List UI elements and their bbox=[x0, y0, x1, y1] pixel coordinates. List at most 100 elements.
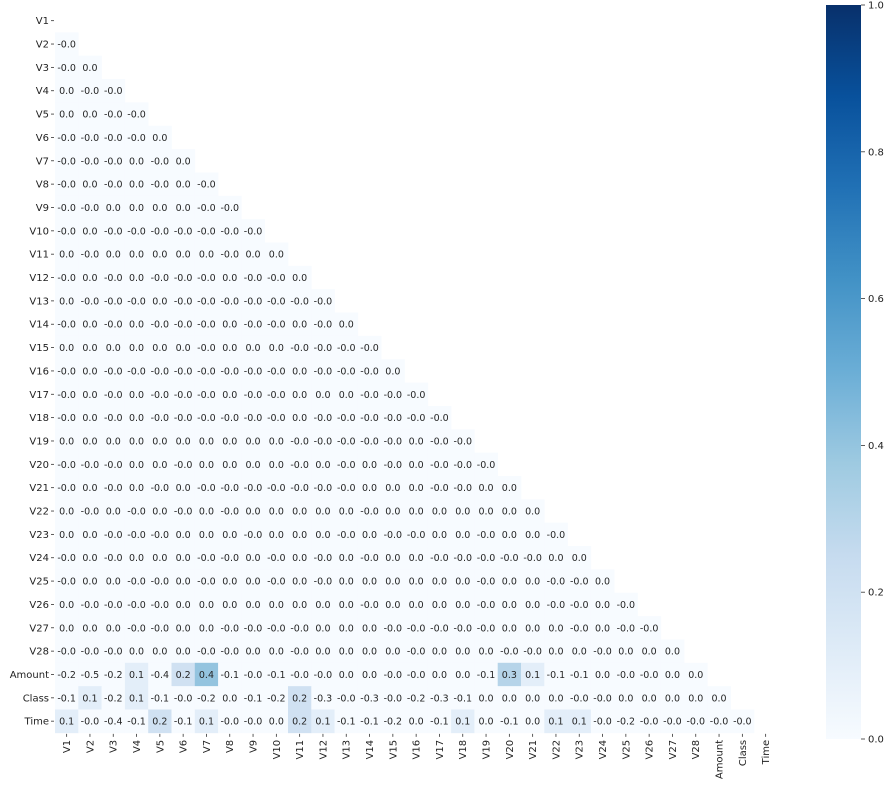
heatmap-cell bbox=[194, 382, 219, 407]
cell-value-label: -0.0 bbox=[104, 273, 123, 284]
heatmap-cell bbox=[78, 359, 102, 383]
cell-value-label: 0.0 bbox=[222, 460, 237, 471]
cell-value-label: -0.1 bbox=[453, 693, 472, 704]
cell-value-label: -0.0 bbox=[197, 273, 216, 284]
cell-value-label: 0.1 bbox=[129, 693, 144, 704]
cell-value-label: -0.0 bbox=[453, 436, 472, 447]
cell-value-label: 0.0 bbox=[432, 670, 447, 681]
heatmap-cell bbox=[55, 55, 79, 80]
heatmap-cell bbox=[474, 476, 498, 500]
heatmap-cell bbox=[660, 709, 685, 734]
heatmap-cell bbox=[334, 569, 359, 594]
heatmap-cell bbox=[101, 125, 126, 150]
heatmap-cell bbox=[55, 242, 79, 267]
heatmap-cell bbox=[194, 289, 219, 313]
cell-value-label: -0.0 bbox=[314, 577, 333, 588]
cell-value-label: -0.0 bbox=[197, 577, 216, 588]
cell-value-label: 0.0 bbox=[129, 413, 144, 424]
heatmap-cell bbox=[148, 219, 172, 243]
heatmap-cell bbox=[218, 335, 242, 360]
cell-value-label: -0.0 bbox=[81, 717, 100, 728]
cell-value-label: -0.0 bbox=[267, 366, 286, 377]
heatmap-cell bbox=[124, 102, 149, 127]
heatmap-cell bbox=[218, 522, 242, 547]
cell-value-label: 0.0 bbox=[82, 180, 97, 191]
heatmap-cell bbox=[218, 476, 242, 500]
heatmap-cell bbox=[427, 476, 452, 500]
cell-value-label: 0.0 bbox=[129, 343, 144, 354]
cell-value-label: -0.1 bbox=[244, 693, 263, 704]
heatmap-cell bbox=[218, 242, 242, 267]
cell-value-label: -0.0 bbox=[127, 577, 146, 588]
cell-value-label: 0.0 bbox=[315, 647, 330, 658]
heatmap-cell bbox=[311, 522, 335, 547]
cell-value-label: -0.0 bbox=[127, 366, 146, 377]
row-tick-label: V24 bbox=[29, 553, 49, 564]
heatmap-cell bbox=[404, 569, 429, 594]
cell-value-label: -0.0 bbox=[337, 413, 356, 424]
cell-value-label: 0.0 bbox=[315, 507, 330, 518]
cell-value-label: 0.0 bbox=[292, 553, 307, 564]
column-tick-label: V12 bbox=[318, 740, 329, 760]
cell-value-label: -0.0 bbox=[104, 413, 123, 424]
cell-value-label: 0.0 bbox=[152, 343, 167, 354]
row-tick-label: V22 bbox=[29, 507, 49, 518]
heatmap-cell bbox=[194, 616, 219, 640]
heatmap-cell bbox=[194, 546, 219, 570]
heatmap-cell bbox=[404, 686, 429, 710]
cell-value-label: 0.0 bbox=[222, 320, 237, 331]
cell-value-label: -0.0 bbox=[81, 460, 100, 471]
colorbar-tick-label: 0.0 bbox=[868, 735, 884, 746]
heatmap-cell bbox=[334, 359, 359, 383]
heatmap-cell bbox=[78, 499, 102, 523]
cell-value-label: 0.0 bbox=[152, 436, 167, 447]
heatmap-cell bbox=[55, 312, 79, 337]
cell-value-label: -0.0 bbox=[244, 320, 263, 331]
column-tick-label: V19 bbox=[482, 740, 493, 760]
cell-value-label: 0.0 bbox=[665, 693, 680, 704]
cell-value-label: -0.0 bbox=[197, 343, 216, 354]
heatmap-cell bbox=[381, 592, 405, 617]
heatmap-cell bbox=[381, 686, 405, 710]
heatmap-cell bbox=[590, 639, 615, 664]
cell-value-label: -0.0 bbox=[220, 717, 239, 728]
heatmap-cell bbox=[171, 709, 196, 734]
heatmap-cell bbox=[78, 79, 102, 103]
heatmap-cell bbox=[101, 616, 126, 640]
cell-value-label: 0.0 bbox=[106, 623, 121, 634]
row-tick-label: Class bbox=[23, 693, 49, 704]
column-tick-label: V4 bbox=[132, 740, 143, 753]
cell-value-label: 0.0 bbox=[82, 273, 97, 284]
cell-value-label: 0.0 bbox=[432, 647, 447, 658]
cell-value-label: 0.0 bbox=[595, 577, 610, 588]
heatmap-cell bbox=[78, 546, 102, 570]
cell-value-label: -0.0 bbox=[477, 460, 496, 471]
heatmap-cell bbox=[381, 569, 405, 594]
heatmap-cell bbox=[614, 592, 638, 617]
cell-value-label: -0.0 bbox=[81, 203, 100, 214]
heatmap-cell bbox=[497, 639, 522, 664]
cell-value-label: 0.0 bbox=[665, 670, 680, 681]
heatmap-cell bbox=[288, 382, 312, 407]
heatmap-cell bbox=[124, 405, 149, 430]
heatmap-cell bbox=[474, 709, 498, 734]
heatmap-cell bbox=[194, 569, 219, 594]
heatmap-cell bbox=[427, 616, 452, 640]
heatmap-cell bbox=[497, 476, 522, 500]
row-tick-label: Time bbox=[24, 717, 49, 728]
heatmap-cell bbox=[521, 592, 545, 617]
heatmap-cell bbox=[124, 429, 149, 453]
cell-value-label: -0.0 bbox=[570, 693, 589, 704]
heatmap-cell bbox=[194, 499, 219, 523]
cell-value-label: 0.0 bbox=[106, 436, 121, 447]
cell-value-label: 0.0 bbox=[339, 600, 354, 611]
cell-value-label: 0.1 bbox=[129, 670, 144, 681]
heatmap-cell bbox=[334, 429, 359, 453]
heatmap-cell bbox=[124, 312, 149, 337]
cell-value-label: 0.0 bbox=[199, 600, 214, 611]
cell-value-label: -0.0 bbox=[220, 203, 239, 214]
cell-value-label: -0.3 bbox=[314, 693, 333, 704]
heatmap-cell bbox=[311, 476, 335, 500]
cell-value-label: -0.0 bbox=[57, 156, 76, 167]
heatmap-cell bbox=[684, 709, 708, 734]
